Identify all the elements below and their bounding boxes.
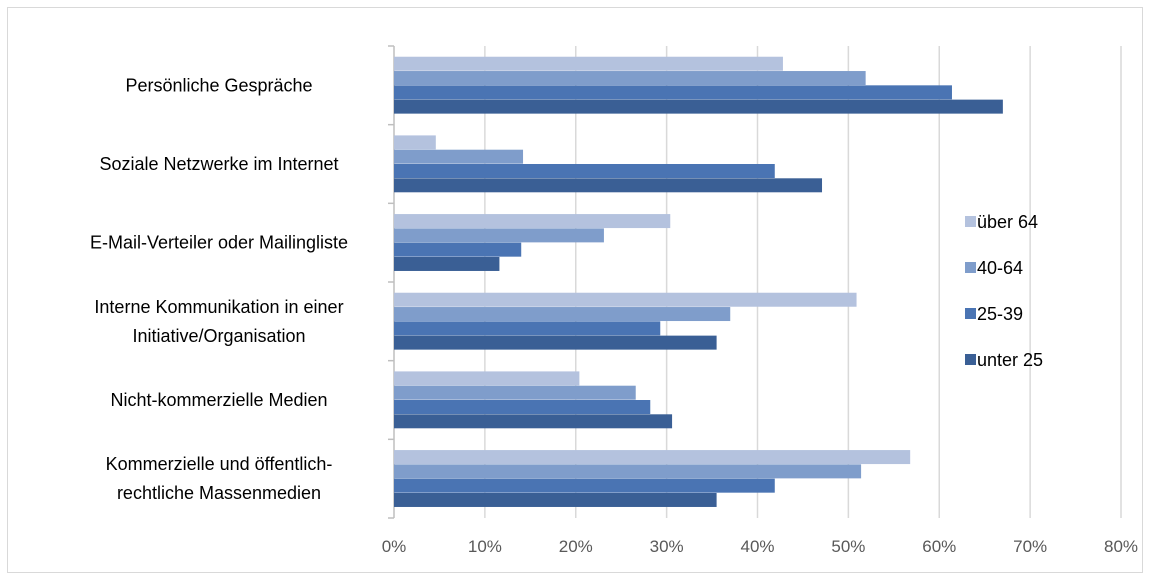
- bars: [394, 56, 1003, 507]
- x-tick-labels: 0% 10% 20% 30% 40% 50% 60% 70% 80%: [382, 537, 1138, 556]
- bar: [394, 478, 775, 493]
- bar: [394, 56, 783, 71]
- legend-label: 40-64: [977, 258, 1023, 278]
- category-label: Kommerzielle und öffentlich-: [106, 454, 333, 474]
- category-label: Initiative/Organisation: [132, 326, 305, 346]
- legend: über 64 40-64 25-39 unter 25: [965, 212, 1043, 370]
- bar: [394, 385, 636, 400]
- bar: [394, 307, 731, 322]
- x-tick-label: 60%: [922, 537, 956, 556]
- bar: [394, 450, 911, 465]
- x-tick-label: 80%: [1104, 537, 1138, 556]
- bar: [394, 256, 500, 271]
- category-label: Soziale Netzwerke im Internet: [99, 154, 338, 174]
- category-labels: Persönliche Gespräche Soziale Netzwerke i…: [90, 75, 348, 503]
- x-tick-label: 20%: [559, 537, 593, 556]
- x-tick-label: 70%: [1013, 537, 1047, 556]
- bar: [394, 371, 580, 386]
- category-label: Persönliche Gespräche: [125, 75, 312, 95]
- bar: [394, 135, 436, 150]
- bar: [394, 321, 661, 336]
- category-label: E-Mail-Verteiler oder Mailingliste: [90, 233, 348, 253]
- bar: [394, 214, 671, 229]
- bar: [394, 335, 717, 350]
- bar: [394, 71, 866, 86]
- legend-swatch: [965, 308, 976, 319]
- x-tick-label: 30%: [650, 537, 684, 556]
- bar: [394, 85, 952, 100]
- bar: [394, 149, 524, 164]
- category-label: Interne Kommunikation in einer: [94, 297, 343, 317]
- legend-label: 25-39: [977, 304, 1023, 324]
- grid-lines: [388, 45, 1122, 519]
- legend-swatch: [965, 262, 976, 273]
- bar: [394, 178, 823, 193]
- bar: [394, 400, 651, 414]
- bar: [394, 292, 857, 307]
- x-tick-label: 0%: [382, 537, 407, 556]
- bar: [394, 464, 862, 479]
- category-label: rechtliche Massenmedien: [117, 483, 321, 503]
- bar: [394, 99, 1003, 114]
- bar: [394, 228, 604, 243]
- bar: [394, 414, 673, 429]
- x-tick-label: 40%: [740, 537, 774, 556]
- legend-swatch: [965, 354, 976, 365]
- x-tick-label: 10%: [468, 537, 502, 556]
- legend-label: unter 25: [977, 350, 1043, 370]
- category-label: Nicht-kommerzielle Medien: [110, 390, 327, 410]
- legend-swatch: [965, 216, 976, 227]
- legend-label: über 64: [977, 212, 1038, 232]
- bar: [394, 492, 717, 507]
- bar: [394, 242, 522, 257]
- x-tick-label: 50%: [831, 537, 865, 556]
- bar: [394, 164, 775, 178]
